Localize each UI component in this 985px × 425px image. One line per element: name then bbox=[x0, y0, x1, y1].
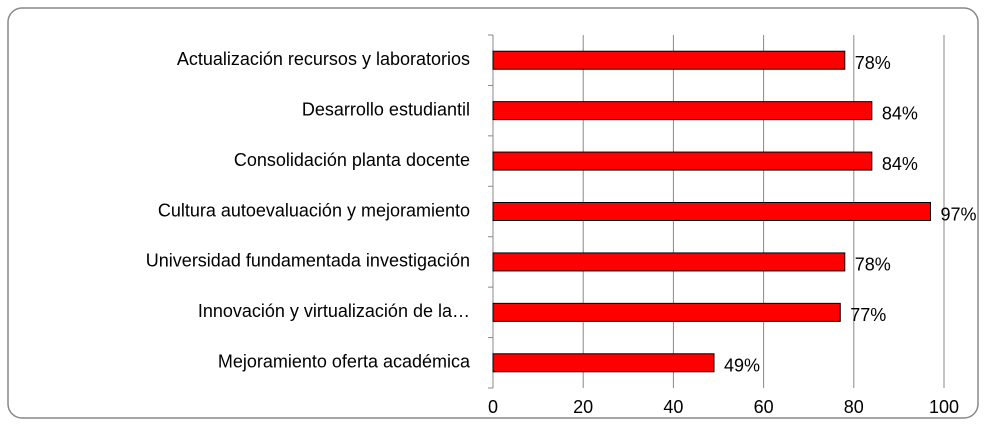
bar bbox=[492, 353, 715, 373]
data-label: 49% bbox=[724, 356, 760, 376]
data-label: 97% bbox=[940, 204, 976, 224]
data-label: 84% bbox=[882, 103, 918, 123]
x-tick-label: 100 bbox=[929, 397, 959, 417]
data-label: 78% bbox=[855, 53, 891, 73]
bar bbox=[492, 252, 846, 272]
x-tick-label: 20 bbox=[573, 397, 593, 417]
bar bbox=[492, 302, 841, 322]
bar bbox=[492, 101, 873, 121]
bar bbox=[492, 50, 846, 70]
data-label: 77% bbox=[850, 305, 886, 325]
bar bbox=[492, 151, 873, 171]
y-tick-label: Consolidación planta docente bbox=[234, 150, 470, 170]
y-tick-label: Desarrollo estudiantil bbox=[302, 99, 470, 119]
y-tick-label: Innovación y virtualización de la… bbox=[198, 301, 470, 321]
data-label: 78% bbox=[855, 255, 891, 275]
x-tick-label: 40 bbox=[663, 397, 683, 417]
bar bbox=[492, 202, 931, 221]
x-tick-label: 60 bbox=[754, 397, 774, 417]
y-tick-label: Mejoramiento oferta académica bbox=[218, 352, 471, 372]
y-tick-label: Cultura autoevaluación y mejoramiento bbox=[158, 200, 470, 220]
x-tick-label: 80 bbox=[844, 397, 864, 417]
x-tick-label: 0 bbox=[488, 397, 498, 417]
y-tick-label: Actualización recursos y laboratorios bbox=[177, 49, 470, 69]
data-label: 84% bbox=[882, 154, 918, 174]
y-tick-label: Universidad fundamentada investigación bbox=[146, 251, 470, 271]
